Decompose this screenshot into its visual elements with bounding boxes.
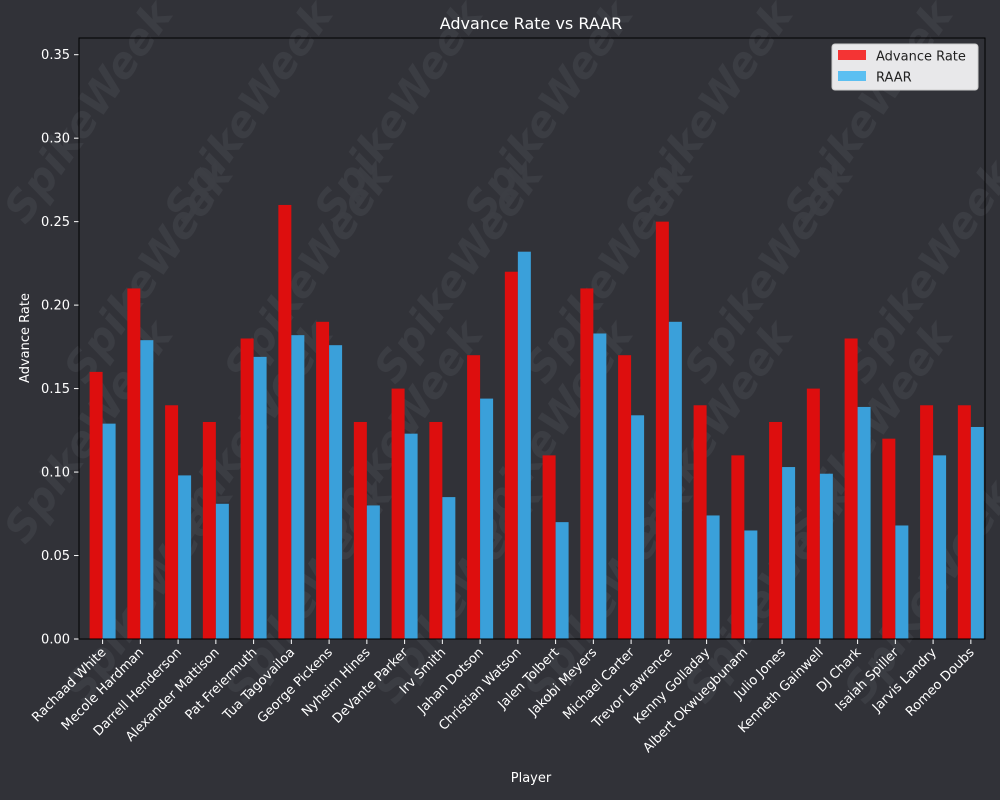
- bar-advance-rate-michael-carter: [618, 355, 632, 639]
- bar-advance-rate-jahan-dotson: [467, 355, 481, 639]
- bar-advance-rate-julio-jones: [769, 421, 783, 639]
- bar-advance-rate-mecole-hardman: [127, 288, 141, 639]
- y-tick-label: 0.05: [41, 549, 70, 564]
- bar-raar-mecole-hardman: [140, 340, 154, 639]
- bars-layer: [89, 204, 984, 639]
- bar-raar-trevor-lawrence: [668, 321, 682, 639]
- y-tick-label: 0.25: [41, 215, 70, 230]
- bar-raar-isaiah-spiller: [895, 525, 909, 639]
- bar-raar-pat-freiermuth: [253, 356, 267, 639]
- bar-advance-rate-alexander-mattison: [202, 421, 216, 639]
- legend: Advance Rate RAAR: [831, 43, 979, 91]
- bar-advance-rate-tua-tagovailoa: [278, 204, 292, 639]
- bar-advance-rate-kenny-golladay: [693, 405, 707, 639]
- bar-raar-albert-okwuegbunam: [744, 530, 758, 639]
- bar-advance-rate-rachaad-white: [89, 371, 103, 639]
- bar-advance-rate-albert-okwuegbunam: [731, 455, 745, 639]
- legend-label-raar: RAAR: [876, 71, 912, 86]
- y-tick-label: 0.30: [41, 132, 70, 147]
- bar-advance-rate-jalen-tolbert: [542, 455, 556, 639]
- bar-raar-george-pickens: [329, 345, 343, 639]
- y-axis: 0.00 0.05 0.10 0.15 0.20 0.25 0.30 0.35: [41, 48, 79, 648]
- bar-raar-romeo-doubs: [970, 426, 984, 639]
- bar-advance-rate-trevor-lawrence: [655, 221, 669, 639]
- x-axis-label: Player: [511, 771, 552, 786]
- bar-raar-jakobi-meyers: [593, 333, 607, 639]
- y-tick-label: 0.15: [41, 382, 70, 397]
- y-tick-label: 0.20: [41, 299, 70, 314]
- y-tick-label: 0.10: [41, 466, 70, 481]
- bar-advance-rate-nyheim-hines: [353, 421, 367, 639]
- bar-raar-dj-chark: [857, 406, 871, 639]
- bar-advance-rate-kenneth-gainwell: [806, 388, 820, 639]
- bar-advance-rate-jakobi-meyers: [580, 288, 594, 639]
- bar-advance-rate-george-pickens: [316, 321, 330, 639]
- bar-advance-rate-dj-chark: [844, 338, 858, 639]
- legend-label-advance-rate: Advance Rate: [876, 50, 966, 65]
- bar-raar-julio-jones: [782, 467, 796, 639]
- legend-box: [831, 43, 979, 91]
- bar-raar-kenny-golladay: [706, 515, 720, 639]
- bar-raar-irv-smith: [442, 497, 456, 639]
- legend-swatch-advance-rate: [838, 50, 866, 60]
- y-tick-label: 0.35: [41, 48, 70, 63]
- bar-raar-jarvis-landry: [933, 455, 947, 639]
- bar-raar-kenneth-gainwell: [819, 473, 833, 639]
- bar-advance-rate-jarvis-landry: [920, 405, 934, 639]
- bar-raar-darrell-henderson: [178, 475, 192, 639]
- plot-area: [79, 38, 985, 639]
- bar-advance-rate-christian-watson: [504, 271, 518, 639]
- legend-swatch-raar: [838, 71, 866, 81]
- bar-raar-rachaad-white: [102, 423, 116, 639]
- bar-raar-alexander-mattison: [215, 503, 229, 639]
- bar-advance-rate-romeo-doubs: [957, 405, 971, 639]
- bar-raar-jalen-tolbert: [555, 522, 569, 639]
- bar-raar-christian-watson: [517, 251, 531, 639]
- plot-frame: [78, 37, 986, 640]
- y-axis-label: Advance Rate: [18, 293, 33, 383]
- bar-advance-rate-pat-freiermuth: [240, 338, 254, 639]
- bar-raar-tua-tagovailoa: [291, 335, 305, 639]
- bar-raar-devante-parker: [404, 433, 418, 639]
- bar-advance-rate-isaiah-spiller: [882, 438, 896, 639]
- bar-raar-michael-carter: [631, 415, 645, 639]
- bar-advance-rate-devante-parker: [391, 388, 405, 639]
- y-tick-label: 0.00: [41, 633, 70, 648]
- chart-title: Advance Rate vs RAAR: [440, 14, 623, 33]
- bar-advance-rate-irv-smith: [429, 421, 443, 639]
- bar-raar-jahan-dotson: [480, 398, 494, 639]
- bar-advance-rate-darrell-henderson: [165, 405, 179, 639]
- bar-raar-nyheim-hines: [366, 505, 380, 639]
